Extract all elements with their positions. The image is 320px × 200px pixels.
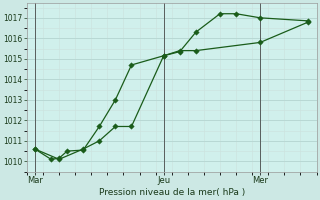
X-axis label: Pression niveau de la mer( hPa ): Pression niveau de la mer( hPa ) <box>99 188 245 197</box>
